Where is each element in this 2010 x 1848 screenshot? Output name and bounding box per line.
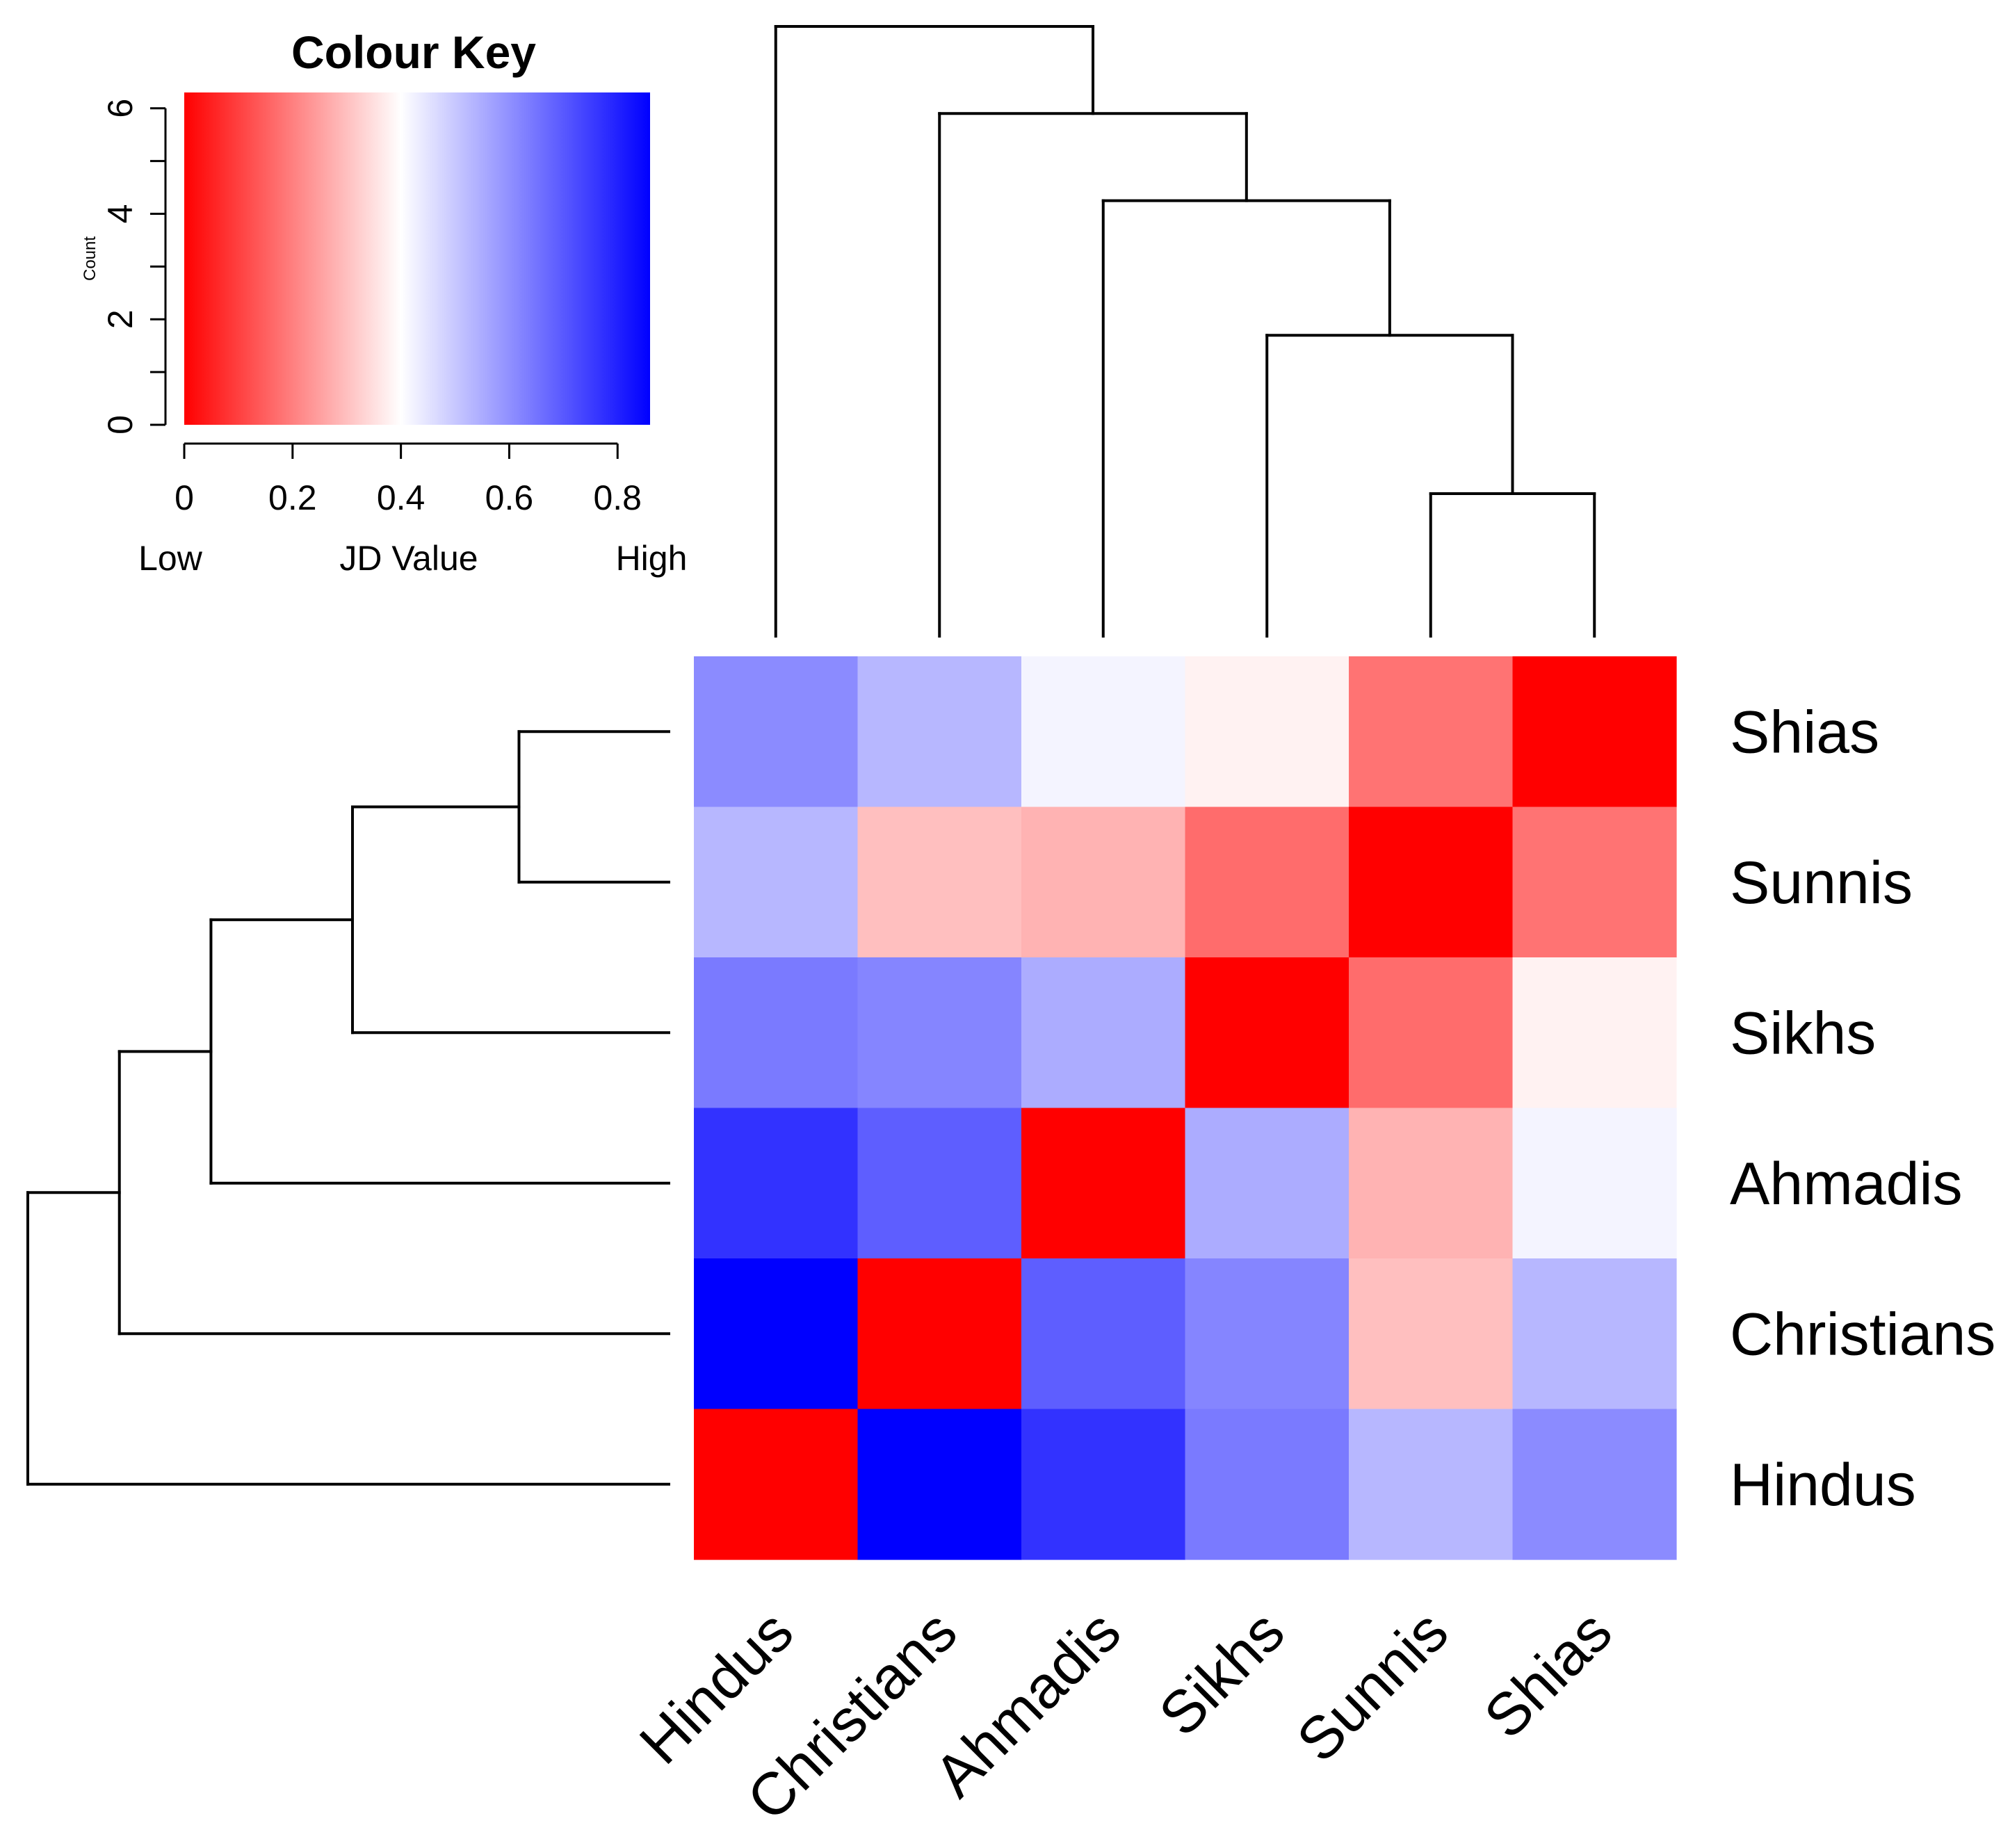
colour-key-x-tick-label-2: 0.4: [377, 478, 425, 517]
row-label-christians: Christians: [1730, 1301, 1995, 1368]
heatmap-cell-sikhs-christians: [857, 957, 1022, 1109]
row-dendrogram: [26, 730, 670, 1486]
heatmap-cell-hindus-sunnis: [1349, 1409, 1514, 1560]
heatmap-cell-sunnis-christians: [857, 807, 1022, 958]
heatmap-cell-christians-christians: [857, 1258, 1022, 1410]
heatmap-cell-sikhs-ahmadis: [1021, 957, 1186, 1109]
heatmap-cell-christians-sunnis: [1349, 1258, 1514, 1410]
colour-key-x-tick-label-0: 0: [175, 478, 194, 517]
colour-key-x-tick-label-4: 0.8: [593, 478, 642, 517]
heatmap-cell-hindus-christians: [857, 1409, 1022, 1560]
column-label-shias: Shias: [1472, 1598, 1625, 1751]
heatmap-cell-hindus-hindus: [694, 1409, 859, 1560]
heatmap-cell-sunnis-shias: [1512, 807, 1677, 958]
heatmap-cell-hindus-shias: [1512, 1409, 1677, 1560]
row-label-shias: Shias: [1730, 699, 1879, 765]
heatmap-cell-shias-christians: [857, 656, 1022, 808]
heatmap-cell-sunnis-sunnis: [1349, 807, 1514, 958]
heatmap-cell-christians-hindus: [694, 1258, 859, 1410]
colour-key-title: Colour Key: [291, 26, 536, 78]
heatmap-cell-ahmadis-christians: [857, 1108, 1022, 1259]
heatmap-cell-christians-sikhs: [1185, 1258, 1350, 1410]
heatmap-cell-sunnis-sikhs: [1185, 807, 1350, 958]
colour-key-gradient: [184, 92, 650, 425]
heatmap-cell-shias-sikhs: [1185, 656, 1350, 808]
heatmap-cell-ahmadis-sikhs: [1185, 1108, 1350, 1259]
heatmap-cell-sikhs-shias: [1512, 957, 1677, 1109]
colour-key-low-label: Low: [138, 539, 203, 578]
colour-key-high-label: High: [616, 539, 688, 578]
heatmap-cell-shias-hindus: [694, 656, 859, 808]
heatmap-cell-sikhs-sunnis: [1349, 957, 1514, 1109]
heatmap-cell-christians-shias: [1512, 1258, 1677, 1410]
heatmap-cell-ahmadis-hindus: [694, 1108, 859, 1259]
heatmap-cell-hindus-sikhs: [1185, 1409, 1350, 1560]
heatmap-cell-christians-ahmadis: [1021, 1258, 1186, 1410]
colour-key-y-tick-label-1: 2: [101, 309, 140, 329]
column-dendrogram: [774, 25, 1596, 638]
heatmap-cell-sunnis-hindus: [694, 807, 859, 958]
colour-key-x-tick-label-3: 0.6: [485, 478, 534, 517]
heatmap-cell-sikhs-sikhs: [1185, 957, 1350, 1109]
colour-key-y-tick-label-3: 6: [101, 99, 140, 118]
colour-key-x-tick-label-1: 0.2: [268, 478, 317, 517]
heatmap-cell-sunnis-ahmadis: [1021, 807, 1186, 958]
colour-key-y-tick-label-0: 0: [101, 415, 140, 435]
column-label-sunnis: Sunnis: [1284, 1598, 1461, 1775]
colour-key: Colour Key 0 0.2 0.4 0.6 0.8 0 2 4 6 Count Low J…: [81, 26, 687, 578]
colour-key-ylabel: Count: [81, 236, 99, 281]
heatmap-cells: [694, 656, 1677, 1560]
row-label-ahmadis: Ahmadis: [1730, 1151, 1963, 1217]
column-label-sikhs: Sikhs: [1146, 1598, 1297, 1749]
row-labels: Shias Sunnis Sikhs Ahmadis Christians Hindus: [1730, 699, 1995, 1518]
heatmap-cell-hindus-ahmadis: [1021, 1409, 1186, 1560]
heatmap-cell-ahmadis-ahmadis: [1021, 1108, 1186, 1259]
row-label-sunnis: Sunnis: [1730, 850, 1913, 916]
heatmap-cell-shias-sunnis: [1349, 656, 1514, 808]
row-label-sikhs: Sikhs: [1730, 1000, 1876, 1067]
heatmap-cell-ahmadis-shias: [1512, 1108, 1677, 1259]
heatmap-cell-shias-ahmadis: [1021, 656, 1186, 808]
heatmap-cell-shias-shias: [1512, 656, 1677, 808]
colour-key-y-tick-label-2: 4: [101, 204, 140, 224]
heatmap-cell-ahmadis-sunnis: [1349, 1108, 1514, 1259]
colour-key-axes: 0 0.2 0.4 0.6 0.8 0 2 4 6: [101, 99, 642, 517]
row-label-hindus: Hindus: [1730, 1452, 1916, 1518]
heatmap-cell-sikhs-hindus: [694, 957, 859, 1109]
colour-key-xlabel: JD Value: [339, 539, 478, 578]
